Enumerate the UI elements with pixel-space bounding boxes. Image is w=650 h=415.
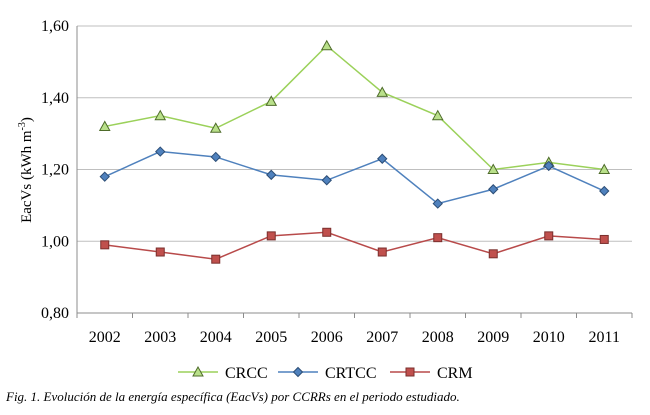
x-tick-label: 2004 — [200, 329, 232, 346]
data-point-crm — [322, 227, 332, 237]
legend-item-crcc: CRCC — [178, 365, 268, 382]
data-point-crtcc — [155, 146, 166, 157]
y-tick-label: 0,80 — [41, 305, 69, 322]
y-tick-label: 1,00 — [41, 233, 69, 250]
data-point-crtcc — [210, 151, 221, 163]
data-point-crcc — [98, 120, 111, 131]
data-point-crm — [377, 247, 387, 257]
data-point-crtcc — [543, 160, 554, 172]
gridlines — [77, 25, 632, 242]
legend-marker-crtcc — [292, 366, 304, 378]
y-tick-labels: 0,80 1,00 1,20 1,40 1,60 — [41, 18, 69, 322]
data-point-crm — [155, 247, 165, 257]
legend-marker-crm — [405, 367, 415, 377]
data-point-crcc — [154, 109, 167, 121]
data-point-crm — [100, 240, 110, 250]
data-point-crm — [544, 231, 554, 241]
y-axis-title-main: EacVs (kWh m — [19, 130, 35, 223]
legend-marker-crcc — [192, 365, 204, 377]
series-line-crcc — [104, 44, 605, 171]
series-crcc — [98, 39, 611, 174]
legend-label-crtcc: CRTCC — [325, 365, 377, 382]
legend: CRCC CRTCC CRM — [178, 365, 473, 382]
legend-label-crcc: CRCC — [225, 365, 268, 382]
data-point-crm — [488, 249, 498, 259]
y-tick-label: 1,40 — [41, 90, 69, 107]
x-tick-label: 2002 — [89, 329, 121, 346]
data-point-crcc — [265, 95, 278, 106]
data-point-crtcc — [599, 185, 610, 197]
data-point-crtcc — [321, 175, 332, 186]
series-layer — [98, 39, 611, 264]
axes — [76, 26, 633, 318]
y-axis-title-close: ) — [19, 117, 35, 122]
data-point-crtcc — [266, 169, 277, 181]
data-point-crm — [266, 231, 276, 241]
y-axis-title-superscript: -3 — [17, 122, 28, 130]
legend-item-crtcc: CRTCC — [278, 365, 377, 382]
x-tick-label: 2006 — [311, 329, 343, 346]
series-crtcc — [99, 146, 610, 209]
series-line-crtcc — [104, 150, 605, 205]
data-point-crcc — [487, 163, 500, 174]
data-point-crm — [433, 233, 443, 243]
y-tick-label: 1,60 — [41, 18, 69, 35]
x-tick-label: 2005 — [255, 329, 287, 346]
x-tick-label: 2007 — [366, 329, 398, 346]
y-axis-title: EacVs (kWh m-3) — [17, 117, 35, 223]
data-point-crcc — [209, 122, 222, 133]
data-point-crtcc — [432, 198, 443, 209]
data-point-crcc — [376, 86, 389, 97]
x-tick-label: 2009 — [477, 329, 509, 346]
data-point-crm — [211, 254, 221, 264]
data-point-crm — [599, 234, 609, 244]
figure-caption: Fig. 1. Evolución de la energía específi… — [6, 389, 460, 404]
data-point-crtcc — [488, 184, 499, 195]
data-point-crtcc — [377, 153, 388, 164]
legend-label-crm: CRM — [437, 365, 473, 382]
x-tick-labels: 2002 2003 2004 2005 2006 2007 2008 2009 2010 2011 — [89, 329, 620, 346]
series-line-crm — [104, 231, 605, 260]
y-tick-label: 1,20 — [41, 162, 69, 179]
series-crm — [100, 227, 609, 264]
x-tick-label: 2008 — [422, 329, 454, 346]
data-point-crtcc — [99, 171, 110, 182]
data-point-crcc — [320, 39, 333, 51]
data-point-crcc — [598, 163, 611, 174]
legend-item-crm: CRM — [390, 365, 473, 382]
x-tick-label: 2003 — [144, 329, 176, 346]
data-point-crcc — [431, 109, 444, 121]
x-tick-label: 2010 — [533, 329, 565, 346]
x-tick-label: 2011 — [589, 329, 620, 346]
